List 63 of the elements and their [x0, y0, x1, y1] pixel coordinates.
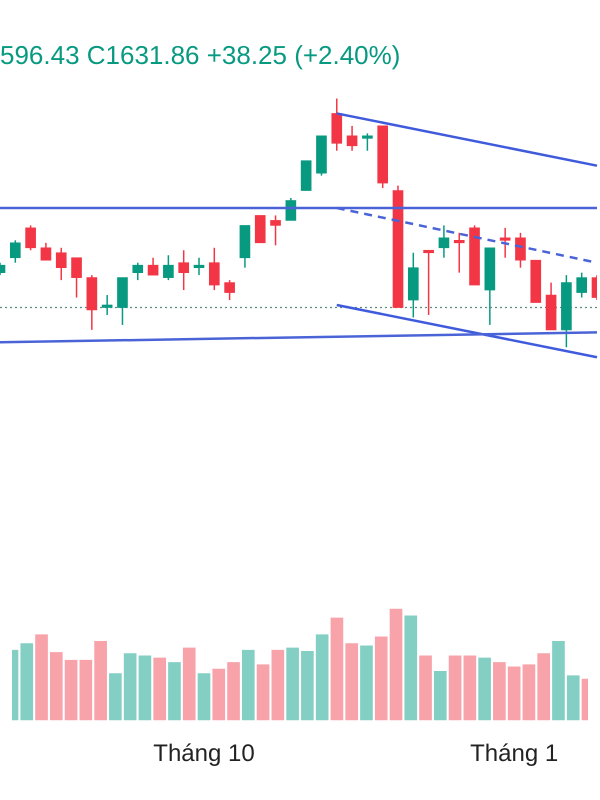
- candlestick: [576, 272, 588, 298]
- bar: [272, 650, 284, 720]
- x-tick-label: Tháng 10: [153, 740, 255, 768]
- bar: [522, 664, 536, 720]
- bar: [94, 640, 107, 720]
- candlestick: [500, 227, 510, 258]
- bar: [360, 645, 373, 720]
- candlestick: [423, 250, 434, 316]
- bar: [478, 658, 491, 720]
- bar: [256, 664, 270, 720]
- candlestick: [56, 247, 67, 281]
- bar: [330, 618, 344, 720]
- bar: [404, 615, 418, 720]
- bar: [153, 658, 166, 720]
- bar: [168, 662, 181, 720]
- candlestick: [208, 247, 220, 291]
- candlestick: [40, 242, 52, 261]
- bar: [109, 673, 122, 720]
- bar: [316, 634, 328, 720]
- x-tick-label: Tháng 1: [470, 740, 558, 768]
- candlestick: [224, 279, 235, 301]
- candlestick: [25, 224, 36, 252]
- candlestick: [438, 224, 450, 258]
- candlestick: [71, 256, 82, 298]
- bar: [566, 675, 580, 720]
- candlestick: [163, 254, 174, 281]
- chart-title: 596.43 C1631.86 +38.25 (+2.40%): [0, 39, 402, 72]
- bar: [508, 666, 520, 720]
- candlestick: [102, 294, 112, 316]
- bar: [434, 670, 447, 720]
- candlestick: [178, 250, 190, 291]
- bar: [64, 660, 78, 720]
- bar: [35, 634, 48, 720]
- bar: [448, 655, 462, 720]
- bar: [301, 650, 314, 720]
- bar: [374, 636, 388, 720]
- bar: [242, 650, 255, 720]
- bar: [286, 648, 299, 720]
- bar: [198, 673, 210, 720]
- candlestick: [148, 256, 158, 276]
- bar: [345, 643, 358, 720]
- bar: [182, 648, 196, 720]
- candlestick: [194, 256, 204, 276]
- candlestick: [346, 125, 358, 152]
- candlestick: [515, 232, 526, 268]
- bar: [390, 608, 402, 720]
- bar: [419, 655, 432, 720]
- bar: [227, 662, 240, 720]
- bar: [464, 655, 476, 720]
- bar: [537, 653, 550, 720]
- candlestick: [132, 262, 144, 281]
- candlestick: [362, 132, 373, 152]
- bar: [124, 653, 136, 720]
- candlestick: [270, 214, 281, 246]
- bar: [212, 668, 226, 720]
- candlestick: [10, 240, 21, 264]
- candlestick: [454, 232, 465, 274]
- bar: [80, 660, 92, 720]
- bar: [50, 652, 63, 720]
- bar: [552, 640, 565, 720]
- bar: [20, 643, 34, 720]
- bar: [493, 662, 506, 720]
- bar: [138, 655, 152, 720]
